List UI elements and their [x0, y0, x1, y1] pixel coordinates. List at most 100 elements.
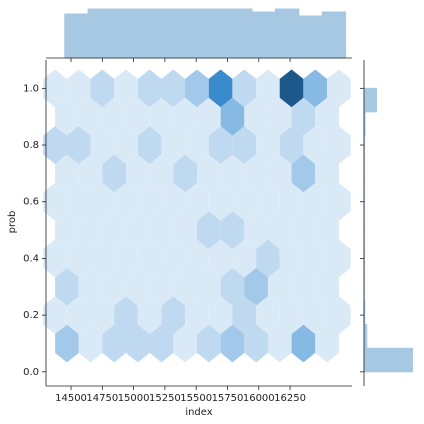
x-tick-label: 14500: [55, 393, 87, 404]
hex-bin: [137, 296, 162, 335]
hex-bin: [78, 97, 103, 136]
y-tick-label: 0.2: [23, 310, 39, 321]
hex-bin: [220, 97, 245, 136]
hex-bin: [90, 126, 115, 164]
hex-bin: [208, 126, 233, 164]
hex-bin: [327, 182, 351, 221]
hex-bin: [55, 324, 79, 363]
hex-bin: [114, 296, 138, 335]
histogram-bar: [204, 8, 230, 59]
hex-bin: [90, 182, 115, 221]
hex-bin: [220, 211, 245, 249]
histogram-bar: [363, 323, 368, 349]
hex-bin: [220, 324, 245, 363]
histogram-bar: [298, 15, 323, 59]
hex-bin: [102, 211, 127, 249]
hex-bin: [185, 126, 209, 164]
hex-bin: [90, 296, 115, 335]
hex-bin: [291, 154, 316, 193]
y-tick-label: 0.8: [23, 140, 39, 151]
hex-bin: [66, 126, 91, 164]
hex-bin: [78, 154, 103, 193]
hex-bin: [55, 211, 79, 249]
hex-bin: [196, 267, 221, 306]
hex-bin: [102, 267, 127, 306]
hex-bin: [90, 239, 115, 278]
hex-bin: [220, 267, 245, 306]
hex-bin: [244, 97, 268, 136]
hex-bin: [303, 126, 328, 164]
histogram-bar: [321, 11, 347, 59]
hex-bin: [173, 267, 197, 306]
hex-bin: [196, 211, 221, 249]
hex-bin: [267, 97, 292, 136]
hex-bin: [291, 97, 316, 136]
hex-bin: [114, 182, 138, 221]
hex-bin: [256, 239, 280, 278]
hex-bin: [256, 126, 280, 164]
histogram-bar: [64, 13, 89, 59]
hex-bin: [267, 154, 292, 193]
histogram-bar: [181, 8, 206, 59]
hex-bin: [137, 126, 162, 164]
hex-bin: [66, 69, 91, 108]
hex-bin: [78, 324, 103, 363]
hex-bin: [279, 69, 304, 108]
x-tick-label: 15500: [180, 393, 212, 404]
hex-bin: [256, 69, 280, 108]
hex-bin: [78, 211, 103, 249]
hex-bin: [196, 324, 221, 363]
histogram-bar: [157, 8, 183, 59]
hex-bin: [66, 182, 91, 221]
hex-bin: [291, 211, 316, 249]
histogram-bar: [228, 8, 253, 59]
hex-bin: [244, 267, 268, 306]
hex-bin: [244, 324, 268, 363]
hex-bin: [267, 211, 292, 249]
hex-bin: [185, 296, 209, 335]
hex-bin: [149, 324, 174, 363]
x-tick-label: 15750: [212, 393, 244, 404]
hex-bin: [114, 239, 138, 278]
hex-bin: [161, 182, 186, 221]
hex-bin: [161, 126, 186, 164]
hex-bin: [315, 267, 339, 306]
hex-bin: [173, 211, 197, 249]
hex-bin: [279, 182, 304, 221]
hex-bin: [185, 239, 209, 278]
hex-bin: [315, 211, 339, 249]
hex-bin: [279, 239, 304, 278]
histogram-bar: [363, 87, 377, 113]
hex-bin: [161, 69, 186, 108]
hex-bin: [43, 296, 67, 335]
histogram-bar: [134, 8, 159, 59]
hex-bin: [137, 239, 162, 278]
hex-bin: [303, 182, 328, 221]
hex-bin: [55, 267, 79, 306]
hex-bin: [126, 211, 150, 249]
hex-bin: [279, 126, 304, 164]
hex-bin: [126, 154, 150, 193]
hex-bin: [208, 182, 233, 221]
hex-bin: [43, 126, 67, 164]
histogram-bar: [111, 8, 136, 59]
hex-bin: [327, 296, 351, 335]
hex-bin: [185, 69, 209, 108]
hex-bin: [244, 211, 268, 249]
histogram-bar: [87, 8, 113, 59]
hex-bin: [161, 296, 186, 335]
hex-bin: [102, 324, 127, 363]
x-tick-label: 16000: [243, 393, 275, 404]
hex-bin: [196, 97, 221, 136]
hex-bin: [327, 69, 351, 108]
y-tick-label: 0.0: [23, 367, 39, 378]
hex-bin: [220, 154, 245, 193]
hex-bin: [315, 154, 339, 193]
hex-bin: [303, 69, 328, 108]
hex-bin: [43, 182, 67, 221]
hex-bin: [43, 239, 67, 278]
hex-bin: [126, 324, 150, 363]
hex-bin: [55, 97, 79, 136]
hex-bin: [327, 239, 351, 278]
hex-bin: [315, 324, 339, 363]
